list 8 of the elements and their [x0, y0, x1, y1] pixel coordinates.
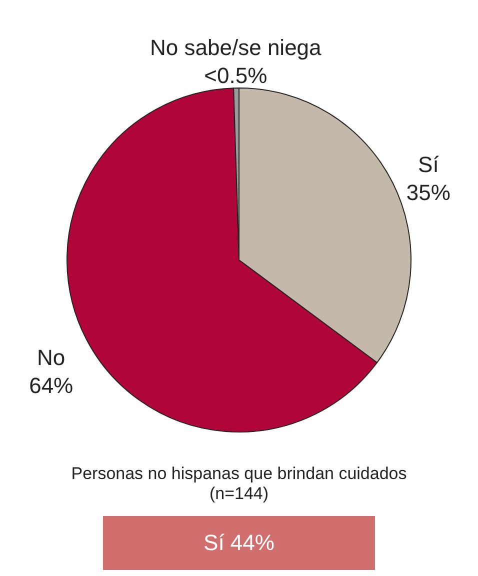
highlight-box: Sí 44%: [103, 516, 375, 570]
text: Personas no hispanas que brindan cuidados (n=144): [70, 464, 408, 504]
data-label: 64%: [29, 373, 74, 398]
data-label: <0.5%: [204, 63, 268, 88]
slice-label: No: [37, 345, 66, 370]
slice-label: No sabe/se niega: [150, 35, 322, 60]
slice-label: Sí: [418, 152, 439, 177]
data-label: 35%: [406, 180, 450, 205]
